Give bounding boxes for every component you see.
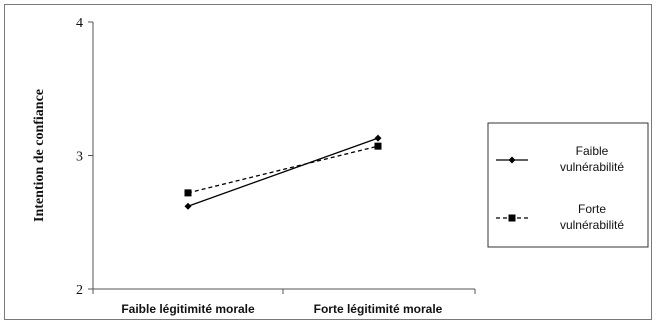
legend-label-0-line2: vulnérabilité	[560, 160, 624, 174]
legend-marker-diamond	[508, 156, 516, 164]
series-point-square	[374, 142, 382, 150]
legend-label-1: Forte	[578, 202, 606, 216]
y-tick-label: 4	[76, 16, 83, 31]
legend: Faible vulnérabilité Forte vulnérabilité	[487, 122, 649, 248]
y-ticks: 2 3 4	[76, 16, 93, 298]
y-tick-label: 2	[76, 283, 83, 298]
y-axis-label: Intention de confiance	[32, 89, 47, 222]
series-line-1	[187, 145, 379, 194]
series-point-diamond	[184, 202, 192, 210]
series-group	[184, 134, 382, 210]
series-line-0	[187, 137, 379, 207]
x-category-label: Forte légitimité morale	[314, 302, 443, 316]
legend-label-1-line2: vulnérabilité	[560, 218, 624, 232]
legend-label-0: Faible	[576, 144, 609, 158]
axes	[92, 22, 476, 294]
series-point-square	[184, 189, 192, 197]
y-tick-label: 3	[76, 150, 83, 165]
legend-box	[487, 122, 649, 248]
legend-marker-square	[508, 214, 516, 222]
series-point-diamond	[374, 134, 382, 142]
x-category-label: Faible légitimité morale	[121, 302, 255, 316]
x-category-labels: Faible légitimité morale Forte légitimité…	[121, 302, 442, 316]
